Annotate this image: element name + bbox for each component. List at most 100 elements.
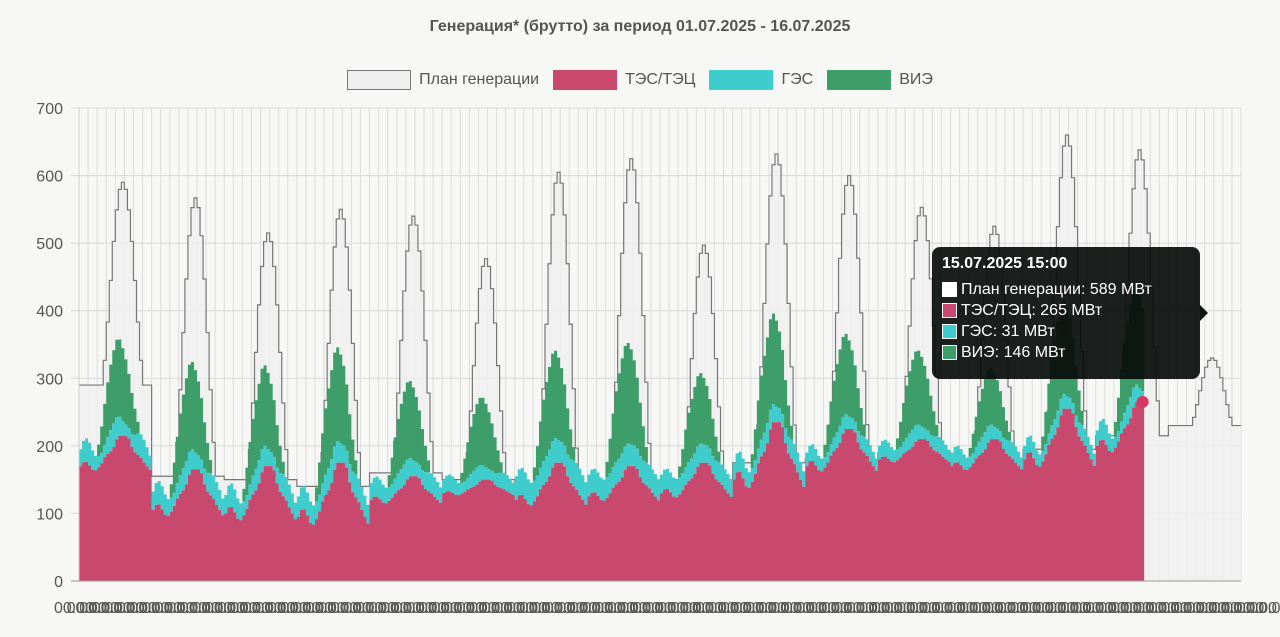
x-tick-label: 00:00 [318, 600, 358, 617]
x-tick-label: 00:00 [117, 600, 157, 617]
x-tick-label: 00:00 [1249, 600, 1280, 617]
x-tick-label: 00:00 [79, 600, 119, 617]
x-tick-label: 00:00 [1098, 600, 1138, 617]
x-tick-label: 00:00 [381, 600, 421, 617]
x-tick-label: 00:00 [255, 600, 295, 617]
x-tick-label: 00:00 [192, 600, 232, 617]
x-tick-label: 00:00 [935, 600, 975, 617]
x-tick-label: 00:00 [973, 600, 1013, 617]
x-tick-label: 00:00 [859, 600, 899, 617]
tooltip-swatch-tes [942, 303, 957, 318]
x-tick-label: 00:00 [343, 600, 383, 617]
legend-label-vie: ВИЭ [899, 71, 933, 88]
y-tick-label: 700 [36, 101, 63, 118]
x-tick-label: 00:00 [696, 600, 736, 617]
tooltip-label-tes: ТЭС/ТЭЦ: 265 МВт [961, 301, 1103, 319]
x-tick-label: 00:00 [1136, 600, 1176, 617]
x-tick-label: 00:00 [708, 600, 748, 617]
x-tick-label: 00:00 [432, 600, 472, 617]
x-tick-label: 00:00 [1048, 600, 1088, 617]
x-tick-label: 00:00 [230, 600, 270, 617]
x-tick-label: 00:00 [92, 600, 132, 617]
x-tick-label: 00:00 [532, 600, 572, 617]
legend-item-tes[interactable]: ТЭС/ТЭЦ [553, 70, 695, 90]
legend-swatch-ges [709, 70, 774, 90]
x-tick-label: 00:00 [947, 600, 987, 617]
x-tick-label: 00:00 [1073, 600, 1113, 617]
x-tick-label: 00:00 [570, 600, 610, 617]
x-tick-label: 00:00 [469, 600, 509, 617]
legend-label-plan: План генерации [419, 71, 540, 88]
legend-item-vie[interactable]: ВИЭ [827, 70, 933, 90]
x-tick-label: 00:00 [796, 600, 836, 617]
x-tick-label: 00:00 [1010, 600, 1050, 617]
tooltip-label-plan: План генерации: 589 МВт [961, 280, 1152, 298]
tooltip-label-vie: ВИЭ: 146 МВт [961, 343, 1066, 361]
x-tick-label: 00:00 [281, 600, 321, 617]
x-tick-label: 00:00 [419, 600, 459, 617]
tooltip-row-tes: ТЭС/ТЭЦ: 265 МВт [942, 300, 1190, 321]
x-tick-label: 00:00 [1023, 600, 1063, 617]
x-tick-label: 00:00 [1224, 600, 1264, 617]
chart-axes: 010020030040050060070000:0000:0000:0000:… [36, 101, 1280, 617]
legend-label-tes: ТЭС/ТЭЦ [625, 71, 696, 88]
x-tick-label: 00:00 [104, 600, 144, 617]
x-tick-label: 00:00 [293, 600, 333, 617]
x-tick-label: 00:00 [721, 600, 761, 617]
x-tick-label: 00:00 [1124, 600, 1164, 617]
y-tick-label: 500 [36, 236, 63, 253]
x-tick-label: 00:00 [897, 600, 937, 617]
legend-label-ges: ГЭС [781, 71, 814, 88]
y-tick-label: 400 [36, 304, 63, 321]
x-tick-label: 00:00 [998, 600, 1038, 617]
tooltip-swatch-plan [942, 282, 957, 297]
x-tick-label: 00:00 [457, 600, 497, 617]
x-tick-label: 00:00 [557, 600, 597, 617]
x-tick-label: 00:00 [1187, 600, 1227, 617]
x-tick-label: 00:00 [784, 600, 824, 617]
x-tick-label: 00:00 [645, 600, 685, 617]
x-tick-label: 00:00 [595, 600, 635, 617]
x-tick-label: 00:00 [633, 600, 673, 617]
y-tick-label: 300 [36, 371, 63, 388]
x-tick-label: 00:00 [885, 600, 925, 617]
x-tick-label: 00:00 [218, 600, 258, 617]
x-tick-label: 00:00 [167, 600, 207, 617]
y-tick-label: 100 [36, 506, 63, 523]
x-tick-label: 00:00 [1174, 600, 1214, 617]
tooltip-row-plan: План генерации: 589 МВт [942, 279, 1190, 300]
tooltip-swatch-ges [942, 324, 957, 339]
x-tick-label: 00:00 [306, 600, 346, 617]
x-tick-label: 00:00 [545, 600, 585, 617]
x-tick-label: 00:00 [671, 600, 711, 617]
y-tick-label: 200 [36, 439, 63, 456]
chart-tooltip: 15.07.2025 15:00 План генерации: 589 МВт… [932, 247, 1200, 379]
legend-swatch-plan [347, 70, 412, 90]
x-tick-label: 00:00 [1212, 600, 1252, 617]
x-tick-label: 00:00 [1061, 600, 1101, 617]
x-tick-label: 00:00 [620, 600, 660, 617]
x-tick-label: 00:00 [734, 600, 774, 617]
legend-item-ges[interactable]: ГЭС [709, 70, 813, 90]
x-tick-label: 00:00 [1149, 600, 1189, 617]
x-tick-label: 00:00 [268, 600, 308, 617]
x-tick-label: 00:00 [67, 600, 107, 617]
tooltip-arrow [1200, 305, 1208, 321]
x-tick-label: 00:00 [369, 600, 409, 617]
x-tick-label: 00:00 [822, 600, 862, 617]
x-tick-label: 00:00 [444, 600, 484, 617]
legend-item-plan[interactable]: План генерации [347, 70, 539, 90]
x-tick-label: 00:00 [331, 600, 371, 617]
tooltip-row-vie: ВИЭ: 146 МВт [942, 342, 1190, 363]
x-tick-label: 00:00 [494, 600, 534, 617]
x-tick-label: 00:00 [922, 600, 962, 617]
series-tes-area [79, 401, 1145, 581]
tooltip-label-ges: ГЭС: 31 МВт [961, 322, 1055, 340]
x-tick-label: 00:00 [834, 600, 874, 617]
x-tick-label: 00:00 [759, 600, 799, 617]
x-tick-label: 00:00 [54, 600, 94, 617]
x-tick-label: 00:00 [847, 600, 887, 617]
x-tick-label: 00:00 [1111, 600, 1151, 617]
x-tick-label: 00:00 [406, 600, 446, 617]
